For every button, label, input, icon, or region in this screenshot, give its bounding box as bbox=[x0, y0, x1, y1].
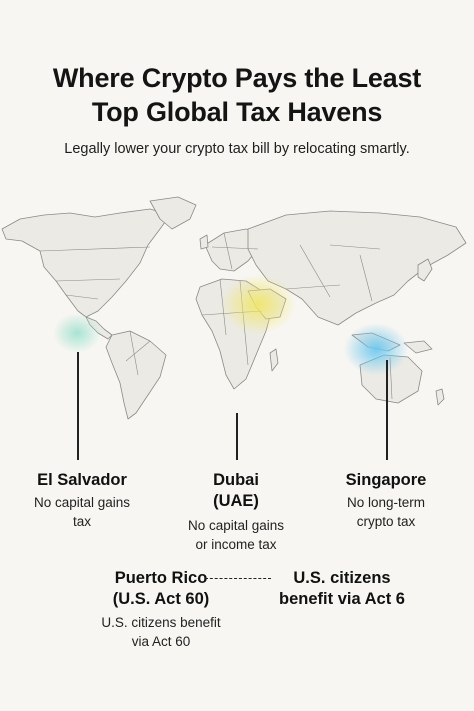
el-salvador-highlight bbox=[53, 313, 101, 353]
dubai-label: Dubai (UAE) No capital gains or income t… bbox=[166, 470, 306, 554]
south-america-landmass bbox=[105, 330, 167, 420]
el-salvador-desc-1: No capital gains bbox=[33, 495, 131, 510]
madagascar-landmass bbox=[269, 348, 279, 372]
north-america-landmass bbox=[1, 208, 171, 318]
puerto-rico-desc-1: U.S. citizens benefit bbox=[101, 615, 221, 630]
puerto-rico-title-1: Puerto Rico bbox=[114, 569, 208, 587]
new-zealand-landmass bbox=[435, 388, 445, 406]
dubai-highlight bbox=[220, 274, 296, 334]
el-salvador-label: El Salvador No capital gains tax bbox=[12, 470, 152, 531]
page-subtitle: Legally lower your crypto tax bill by re… bbox=[64, 141, 410, 157]
new-guinea-landmass bbox=[403, 340, 433, 354]
dashed-connector-line bbox=[205, 578, 271, 579]
us-citizens-label: U.S. citizens benefit via Act 6 bbox=[262, 568, 422, 610]
el-salvador-title: El Salvador bbox=[37, 471, 127, 489]
el-salvador-desc-2: tax bbox=[72, 514, 91, 529]
uk-landmass bbox=[199, 234, 209, 250]
us-citizens-title-1: U.S. citizens bbox=[293, 569, 391, 587]
singapore-highlight bbox=[344, 323, 408, 375]
dubai-title-2: (UAE) bbox=[213, 492, 259, 510]
puerto-rico-title-2: (U.S. Act 60) bbox=[112, 590, 210, 608]
singapore-label: Singapore No long-term crypto tax bbox=[316, 470, 456, 531]
singapore-desc-1: No long-term bbox=[346, 495, 426, 510]
japan-landmass bbox=[417, 258, 433, 282]
puerto-rico-label: Puerto Rico (U.S. Act 60) U.S. citizens … bbox=[76, 568, 246, 651]
us-citizens-title-2: benefit via Act 6 bbox=[279, 590, 405, 608]
page-title-line-2: Top Global Tax Havens bbox=[91, 97, 383, 127]
dubai-desc-2: or income tax bbox=[195, 537, 277, 552]
world-map bbox=[1, 196, 467, 420]
dubai-desc-1: No capital gains bbox=[187, 518, 285, 533]
puerto-rico-desc-2: via Act 60 bbox=[131, 634, 191, 649]
page-title-line-1: Where Crypto Pays the Least bbox=[52, 63, 422, 93]
singapore-title: Singapore bbox=[345, 471, 427, 489]
singapore-leader-line bbox=[386, 360, 388, 460]
greenland-landmass bbox=[149, 196, 197, 230]
singapore-desc-2: crypto tax bbox=[356, 514, 416, 529]
dubai-title-1: Dubai bbox=[213, 471, 259, 489]
el-salvador-leader-line bbox=[77, 352, 79, 460]
dubai-leader-line bbox=[236, 413, 238, 460]
